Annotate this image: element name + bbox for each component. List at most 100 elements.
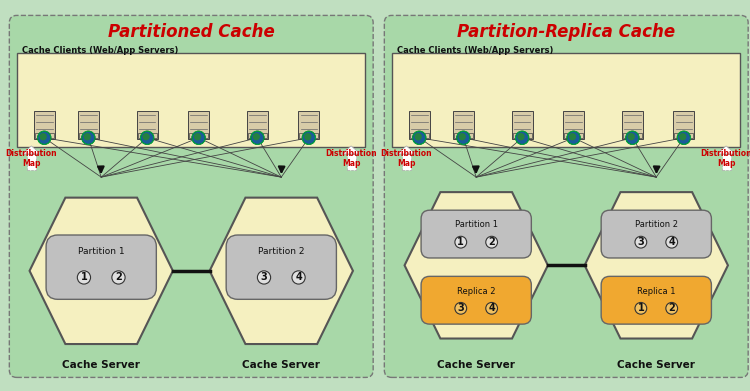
Circle shape: [455, 303, 466, 314]
FancyBboxPatch shape: [17, 53, 365, 147]
Text: Partitioned Cache: Partitioned Cache: [108, 23, 274, 41]
FancyBboxPatch shape: [513, 133, 532, 138]
Circle shape: [192, 131, 206, 144]
Circle shape: [486, 303, 497, 314]
FancyBboxPatch shape: [674, 133, 693, 138]
Circle shape: [679, 133, 686, 140]
Text: Cache Server: Cache Server: [242, 360, 320, 369]
FancyBboxPatch shape: [188, 111, 209, 139]
FancyBboxPatch shape: [421, 210, 531, 258]
Text: 1: 1: [80, 273, 87, 282]
FancyBboxPatch shape: [248, 133, 267, 138]
Circle shape: [677, 131, 691, 144]
Circle shape: [635, 303, 646, 314]
Circle shape: [628, 133, 635, 140]
Circle shape: [486, 236, 497, 248]
FancyBboxPatch shape: [453, 111, 474, 139]
FancyBboxPatch shape: [346, 154, 355, 170]
Circle shape: [257, 271, 271, 284]
Text: Partition 2: Partition 2: [258, 247, 305, 256]
FancyBboxPatch shape: [722, 154, 730, 170]
Polygon shape: [29, 197, 172, 344]
Circle shape: [666, 236, 677, 248]
Text: Cache Server: Cache Server: [62, 360, 140, 369]
Circle shape: [251, 131, 264, 144]
Circle shape: [415, 133, 422, 140]
Polygon shape: [717, 146, 735, 154]
FancyBboxPatch shape: [9, 15, 374, 377]
Circle shape: [77, 271, 91, 284]
FancyBboxPatch shape: [78, 111, 99, 139]
Text: Distribution
Map: Distribution Map: [5, 149, 57, 169]
FancyBboxPatch shape: [564, 133, 583, 138]
Text: Partition 2: Partition 2: [634, 221, 678, 230]
Polygon shape: [398, 146, 416, 154]
FancyBboxPatch shape: [602, 276, 712, 324]
Text: Cache Clients (Web/App Servers): Cache Clients (Web/App Servers): [398, 46, 554, 55]
Text: 4: 4: [668, 237, 675, 247]
FancyBboxPatch shape: [247, 111, 268, 139]
Text: 4: 4: [296, 273, 302, 282]
FancyBboxPatch shape: [298, 111, 320, 139]
Circle shape: [568, 133, 576, 140]
Text: Partition 1: Partition 1: [78, 247, 124, 256]
Circle shape: [626, 131, 639, 144]
Polygon shape: [585, 192, 728, 339]
FancyBboxPatch shape: [454, 133, 472, 138]
FancyBboxPatch shape: [622, 111, 643, 139]
Circle shape: [413, 131, 426, 144]
Text: Distribution
Map: Distribution Map: [380, 149, 432, 169]
Text: 1: 1: [458, 237, 464, 247]
Polygon shape: [22, 146, 40, 154]
Circle shape: [518, 133, 525, 140]
FancyBboxPatch shape: [46, 235, 156, 300]
Circle shape: [304, 133, 311, 140]
FancyBboxPatch shape: [138, 133, 157, 138]
FancyBboxPatch shape: [189, 133, 208, 138]
Circle shape: [458, 133, 466, 140]
Circle shape: [83, 133, 91, 140]
FancyBboxPatch shape: [226, 235, 337, 300]
FancyBboxPatch shape: [79, 133, 98, 138]
Circle shape: [194, 133, 201, 140]
Text: Replica 2: Replica 2: [457, 287, 496, 296]
FancyBboxPatch shape: [35, 133, 53, 138]
Circle shape: [38, 131, 51, 144]
Circle shape: [40, 133, 46, 140]
FancyBboxPatch shape: [27, 154, 36, 170]
Text: 4: 4: [488, 303, 495, 313]
FancyBboxPatch shape: [602, 210, 712, 258]
FancyBboxPatch shape: [136, 111, 158, 139]
FancyBboxPatch shape: [392, 53, 740, 147]
Circle shape: [302, 131, 316, 144]
Circle shape: [253, 133, 260, 140]
Circle shape: [82, 131, 95, 144]
Polygon shape: [404, 192, 548, 339]
Polygon shape: [210, 197, 353, 344]
Circle shape: [455, 236, 466, 248]
Text: 1: 1: [638, 303, 644, 313]
Text: 3: 3: [458, 303, 464, 313]
Text: Partition-Replica Cache: Partition-Replica Cache: [458, 23, 675, 41]
Circle shape: [635, 236, 646, 248]
Text: Distribution
Map: Distribution Map: [700, 149, 750, 169]
Circle shape: [112, 271, 125, 284]
Text: Cache Server: Cache Server: [437, 360, 515, 369]
Text: 2: 2: [115, 273, 122, 282]
Text: 3: 3: [638, 237, 644, 247]
FancyBboxPatch shape: [563, 111, 584, 139]
Text: Cache Clients (Web/App Servers): Cache Clients (Web/App Servers): [22, 46, 178, 55]
FancyBboxPatch shape: [623, 133, 642, 138]
Circle shape: [666, 303, 677, 314]
FancyBboxPatch shape: [421, 276, 531, 324]
Circle shape: [457, 131, 470, 144]
FancyBboxPatch shape: [410, 133, 428, 138]
FancyBboxPatch shape: [409, 111, 430, 139]
Polygon shape: [342, 146, 360, 154]
Text: 2: 2: [488, 237, 495, 247]
Circle shape: [140, 131, 154, 144]
FancyBboxPatch shape: [384, 15, 748, 377]
Circle shape: [292, 271, 305, 284]
Text: Partition 1: Partition 1: [454, 221, 498, 230]
Text: Distribution
Map: Distribution Map: [326, 149, 377, 169]
